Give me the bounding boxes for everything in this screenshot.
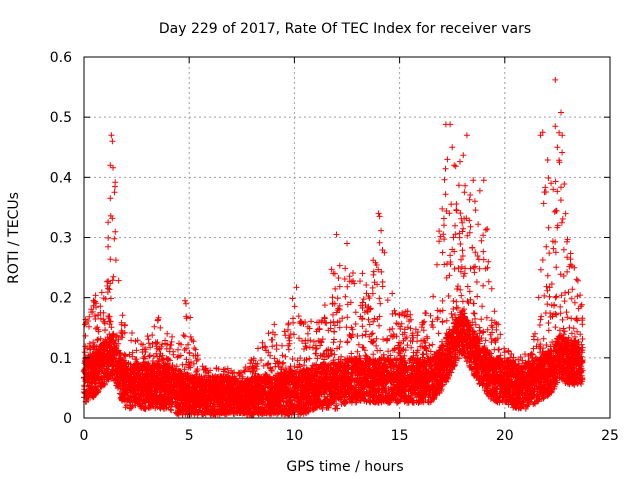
y-tick-label: 0.3: [50, 231, 72, 247]
y-tick-label: 0.6: [50, 50, 72, 66]
axis-ticks: 0 5 10 15 20 25 0 0.1 0.2 0.3 0.4 0.5 0.6: [50, 50, 619, 444]
y-axis-label: ROTI / TECUs: [6, 192, 22, 284]
y-tick-label: 0.5: [50, 110, 72, 126]
x-tick-label: 5: [185, 428, 194, 444]
x-tick-label: 10: [285, 428, 303, 444]
data-point-markers: [81, 76, 586, 418]
x-tick-label: 25: [601, 428, 619, 444]
y-tick-label: 0.2: [50, 291, 72, 307]
x-tick-label: 20: [496, 428, 514, 444]
x-tick-label: 0: [80, 428, 89, 444]
y-tick-label: 0.4: [50, 170, 72, 186]
x-tick-label: 15: [391, 428, 409, 444]
y-tick-label: 0.1: [50, 351, 72, 367]
x-axis-label: GPS time / hours: [286, 459, 403, 475]
y-tick-label: 0: [63, 411, 72, 427]
scatter-points: [81, 76, 586, 418]
chart-title: Day 229 of 2017, Rate Of TEC Index for r…: [159, 21, 531, 37]
